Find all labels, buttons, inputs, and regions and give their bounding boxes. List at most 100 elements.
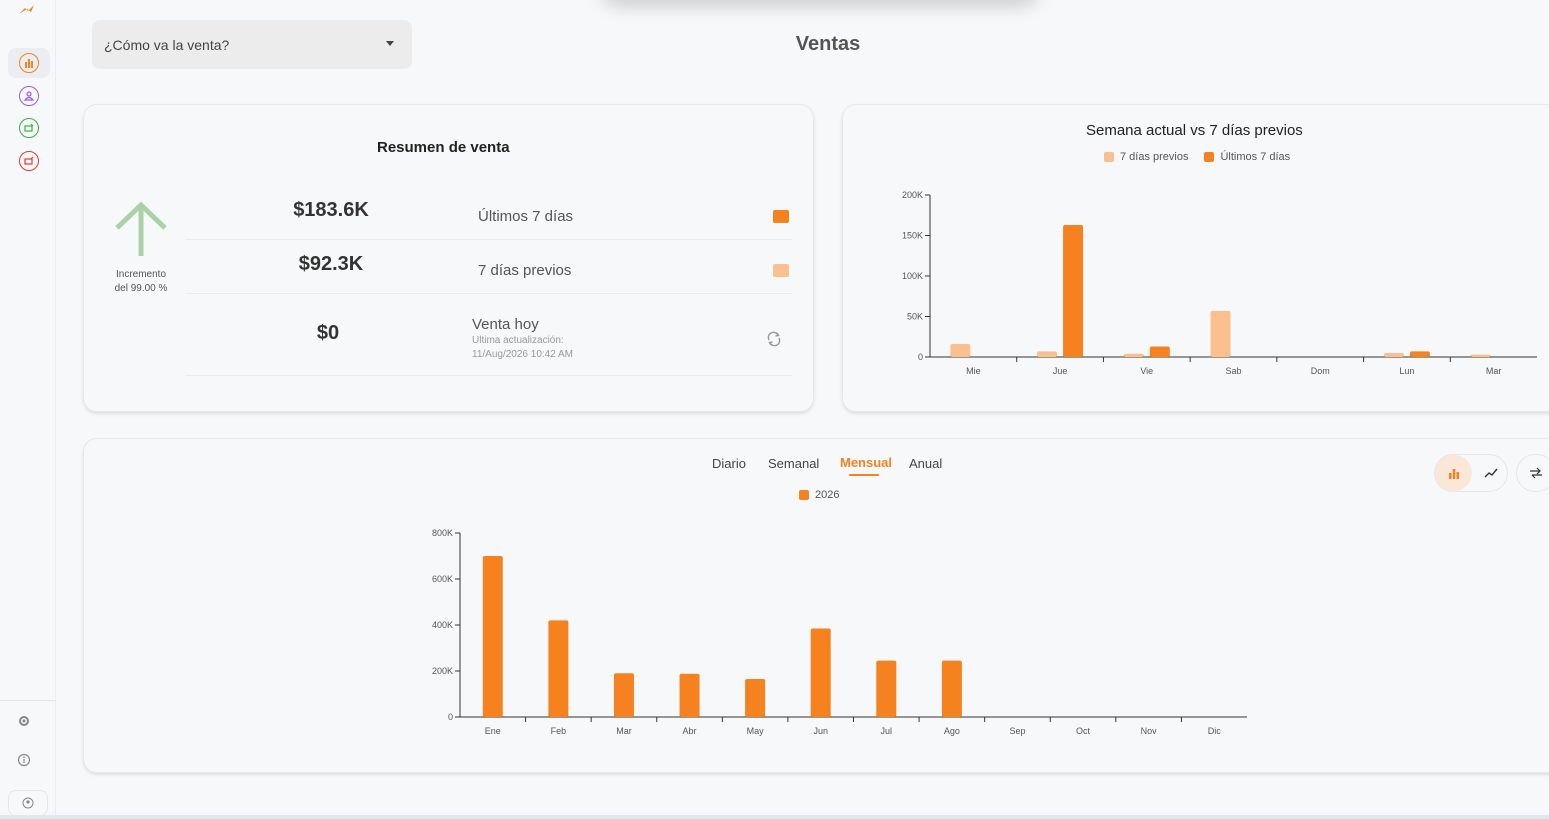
tab-active-indicator [849, 474, 879, 476]
bar-sab-0[interactable] [1210, 310, 1231, 357]
prev7-label: 7 días previos [478, 262, 572, 279]
legend-label-last: Últimos 7 días [1220, 151, 1291, 163]
dropdown-value: ¿Cómo va la venta? [104, 36, 230, 53]
line-chart-toggle[interactable] [1472, 455, 1509, 491]
increment-label: Incremento del 99.00 % [104, 268, 178, 296]
row-divider [186, 375, 792, 376]
tab-semanal[interactable]: Semanal [768, 456, 820, 471]
legend-label-2026: 2026 [815, 489, 840, 501]
bar-jul-0[interactable] [876, 660, 897, 717]
y-tick-label: 800K [432, 528, 453, 538]
user-icon[interactable] [8, 790, 48, 816]
legend-swatch-prev [1104, 152, 1114, 162]
bar-jun-0[interactable] [810, 628, 831, 717]
prev7-swatch [773, 264, 789, 277]
bar-feb-0[interactable] [548, 620, 569, 717]
x-tick-label: Mar [616, 726, 632, 736]
x-tick-label: Sep [1009, 726, 1025, 736]
sidebar-item-clients[interactable] [8, 81, 50, 111]
legend-swatch-2026 [799, 490, 809, 500]
tab-diario[interactable]: Diario [712, 456, 746, 471]
prev7-amount: $92.3K [298, 253, 364, 275]
bar-chart-toggle[interactable] [1435, 455, 1472, 491]
sidebar [0, 0, 56, 819]
y-tick-label: 0 [918, 352, 923, 362]
question-dropdown[interactable]: ¿Cómo va la venta? [92, 20, 412, 69]
monthly-bar-chart: 0 200K 400K 600K 800K Ene Feb Mar Abr May Jun Jul Ag… [432, 528, 1247, 736]
y-tick-label: 50K [907, 312, 923, 322]
x-tick-label: Dic [1208, 726, 1221, 736]
sales-summary-title: Resumen de venta [377, 139, 510, 156]
bar-lun-0[interactable] [1383, 352, 1404, 357]
compare-toggle[interactable] [1516, 454, 1549, 492]
legend-swatch-last [1204, 152, 1215, 162]
today-amount: $0 [316, 322, 340, 344]
x-tick-label: Feb [551, 726, 567, 736]
weekly-chart-title: Semana actual vs 7 días previos [1086, 122, 1303, 139]
bar-ago-0[interactable] [941, 660, 962, 717]
refresh-icon[interactable] [766, 331, 782, 347]
page-title: Ventas [795, 33, 861, 55]
today-label: Venta hoy [472, 316, 539, 333]
row-divider [186, 239, 792, 240]
weekly-comparison-card [842, 104, 1549, 412]
chevron-down-icon [386, 41, 394, 46]
tab-anual[interactable]: Anual [909, 456, 943, 471]
y-tick-label: 600K [432, 574, 453, 584]
sidebar-item-income[interactable] [8, 113, 50, 143]
bar-chart-icon [19, 53, 39, 73]
logo-icon [19, 5, 34, 14]
info-icon[interactable] [16, 752, 32, 768]
x-tick-label: Ago [944, 726, 960, 736]
y-tick-label: 200K [902, 190, 923, 200]
row-divider [186, 293, 792, 294]
bar-ene-0[interactable] [482, 556, 503, 717]
x-tick-label: Jue [1053, 366, 1068, 376]
chart-type-toggle [1434, 454, 1508, 492]
bar-jue-1[interactable] [1063, 224, 1084, 357]
last7-label: Últimos 7 días [478, 208, 574, 225]
x-tick-label: Nov [1141, 726, 1158, 736]
bar-vie-1[interactable] [1149, 346, 1170, 357]
tab-mensual[interactable]: Mensual [840, 455, 893, 470]
x-tick-label: Jul [881, 726, 893, 736]
x-tick-label: Abr [683, 726, 697, 736]
bar-chart-icon [1448, 469, 1459, 479]
bar-mar-0[interactable] [1470, 354, 1491, 357]
y-tick-label: 150K [902, 231, 923, 241]
bar-abr-0[interactable] [679, 673, 700, 717]
update-time: 11/Aug/2026 10:42 AM [472, 349, 574, 360]
y-tick-label: 200K [432, 666, 453, 676]
x-tick-label: Jun [813, 726, 828, 736]
weekly-bar-chart: 0 50K 100K 150K 200K Mie Jue Vie Sab Dom Lun Mar [902, 190, 1537, 376]
x-tick-label: Sab [1225, 366, 1241, 376]
bar-vie-0[interactable] [1123, 353, 1144, 357]
y-tick-label: 400K [432, 620, 453, 630]
update-label: Ultima actualización: [472, 335, 564, 346]
gear-icon[interactable] [16, 713, 32, 729]
bar-jue-0[interactable] [1037, 351, 1058, 357]
sidebar-item-sales[interactable] [8, 48, 50, 78]
bar-mie-0[interactable] [950, 344, 971, 357]
x-tick-label: Mar [1486, 366, 1502, 376]
line-chart-icon [1484, 468, 1498, 478]
compare-icon [1530, 467, 1542, 479]
x-tick-label: Lun [1399, 366, 1414, 376]
sidebar-divider [0, 700, 56, 701]
legend-label-prev: 7 días previos [1120, 151, 1189, 163]
x-tick-label: Dom [1311, 366, 1330, 376]
bar-mar-0[interactable] [613, 673, 634, 717]
last7-amount: $183.6K [293, 199, 369, 221]
bar-lun-1[interactable] [1409, 351, 1430, 357]
x-tick-label: Ene [485, 726, 501, 736]
last7-swatch [773, 210, 789, 223]
bottom-bar [0, 815, 1549, 819]
x-tick-label: Mie [966, 366, 981, 376]
weekly-legend: 7 días previos Últimos 7 días [1104, 151, 1290, 163]
sidebar-item-expenses[interactable] [8, 146, 50, 176]
bar-may-0[interactable] [745, 679, 766, 717]
increment-label-line2: del 99.00 % [114, 283, 168, 294]
money-out-icon [19, 151, 39, 171]
y-tick-label: 0 [448, 712, 453, 722]
monthly-legend: 2026 [799, 489, 839, 501]
